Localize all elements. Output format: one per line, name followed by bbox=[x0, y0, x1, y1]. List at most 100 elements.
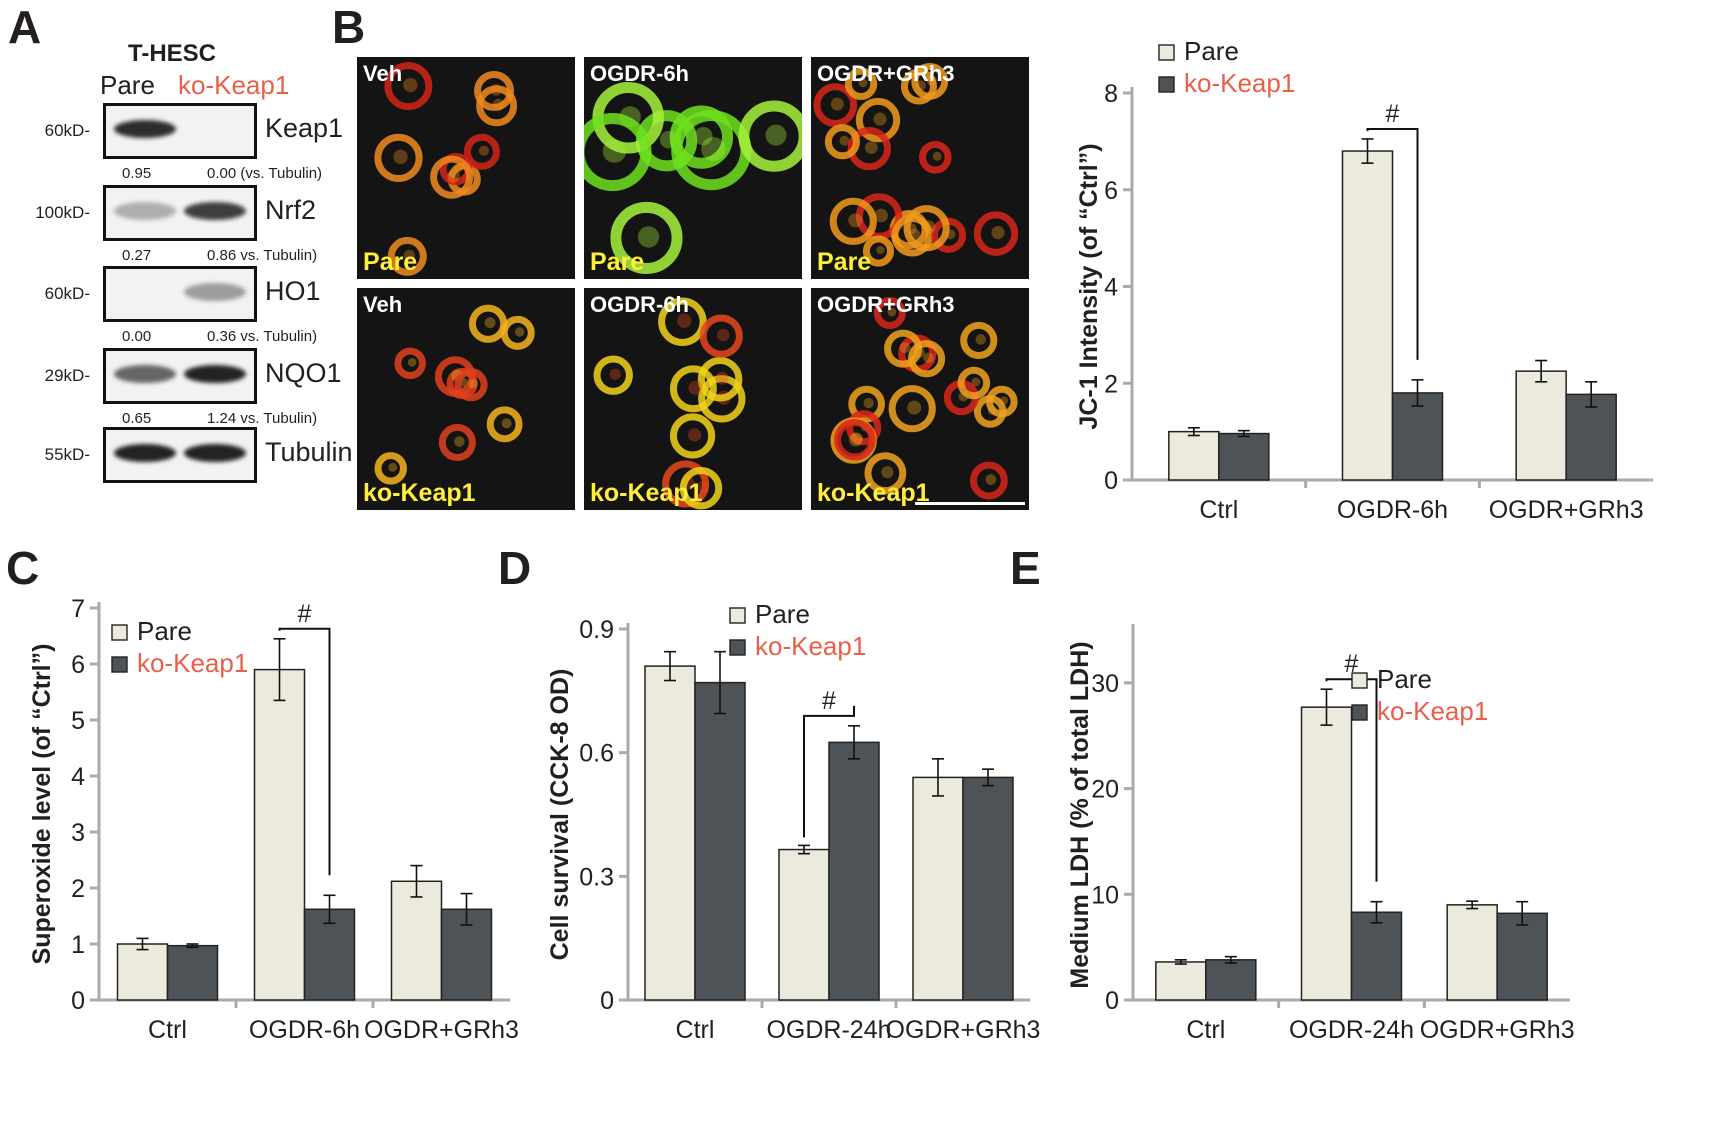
legend-label: ko-Keap1 bbox=[1184, 68, 1295, 98]
bar-ko-keap1 bbox=[166, 944, 219, 1001]
y-axis-label: Medium LDH (% of total LDH) bbox=[1066, 641, 1094, 988]
x-tick-label: Ctrl bbox=[1199, 496, 1238, 524]
micrograph-treatment-label: Veh bbox=[363, 292, 403, 317]
chart-b-jc1: 0 2 4 6 8 JC-1 Intensity (of “Ctrl”) Ctrl OGDR-… bbox=[1075, 36, 1653, 524]
bar-ko-keap1 bbox=[1205, 959, 1257, 1001]
scale-bar bbox=[915, 502, 1025, 505]
legend-swatch bbox=[1351, 704, 1368, 721]
micrograph-cell-label: Pare bbox=[817, 248, 872, 276]
significance-mark: # bbox=[1386, 100, 1400, 128]
x-tick-label: OGDR+GRh3 bbox=[1489, 496, 1644, 524]
legend-swatch bbox=[111, 656, 128, 673]
legend-label: ko-Keap1 bbox=[1377, 696, 1488, 726]
protein-label: Tubulin bbox=[265, 437, 353, 467]
y-tick-label: 0 bbox=[600, 987, 614, 1015]
chart-c-superoxide: 0 1 2 3 4 5 6 7 Superoxide level (of “Ctrl”) Ctrl… bbox=[28, 595, 519, 1044]
blot-strip bbox=[103, 103, 257, 159]
bar-pare bbox=[253, 668, 306, 1001]
quant-value-pare: 0.65 bbox=[122, 410, 152, 427]
y-tick-label: 10 bbox=[1091, 881, 1119, 909]
quant-value-ko: 0.00 (vs. Tubulin) bbox=[207, 165, 323, 182]
y-tick-label: 3 bbox=[71, 819, 85, 847]
x-tick-label: OGDR-6h bbox=[1337, 496, 1448, 524]
cell-stain-image bbox=[830, 296, 1018, 500]
bar-pare bbox=[778, 848, 830, 1001]
micrograph-treatment-label: OGDR+GRh3 bbox=[817, 61, 955, 86]
y-tick-label: 0.6 bbox=[579, 740, 614, 768]
legend-swatch bbox=[1351, 672, 1368, 689]
y-tick-label: 4 bbox=[71, 763, 85, 791]
legend-label: Pare bbox=[755, 599, 810, 629]
y-tick-label: 0 bbox=[71, 987, 85, 1015]
blot-strip bbox=[103, 185, 257, 241]
blot-strip bbox=[103, 427, 257, 483]
significance-mark: # bbox=[298, 600, 312, 628]
micrograph-cell-label: Pare bbox=[590, 248, 645, 276]
x-tick-label: OGDR+GRh3 bbox=[886, 1016, 1041, 1044]
x-tick-label: OGDR+GRh3 bbox=[1420, 1016, 1575, 1044]
quant-value-pare: 0.95 bbox=[122, 165, 152, 182]
micrograph-image: OGDR-6h ko-Keap1 bbox=[584, 288, 802, 510]
micrograph-treatment-label: Veh bbox=[363, 61, 403, 86]
panel-letter-a: A bbox=[8, 1, 42, 53]
legend-swatch bbox=[1158, 76, 1175, 93]
y-tick-label: 1 bbox=[71, 931, 85, 959]
bar-ko-keap1 bbox=[1350, 911, 1403, 1001]
blot-strip bbox=[103, 266, 257, 322]
y-tick-label: 0 bbox=[1104, 467, 1118, 495]
lane-label-pare: Pare bbox=[100, 70, 155, 100]
micrograph-image: OGDR+GRh3 ko-Keap1 bbox=[811, 288, 1029, 510]
quant-value-ko: 0.36 vs. Tubulin) bbox=[207, 328, 318, 345]
quant-value-pare: 0.00 bbox=[122, 328, 152, 345]
bar-pare bbox=[116, 943, 169, 1001]
micrograph-grid: Veh Pare OGDR-6h Pare OGDR+GRh3 Pare Veh ko-Kea… bbox=[357, 57, 1029, 510]
micrograph-cell-label: ko-Keap1 bbox=[363, 479, 476, 507]
bar-pare bbox=[1446, 904, 1498, 1001]
quant-value-ko: 1.24 vs. Tubulin) bbox=[207, 410, 318, 427]
blot-band bbox=[184, 365, 246, 383]
micrograph-image: Veh ko-Keap1 bbox=[357, 288, 575, 510]
legend-swatch bbox=[729, 607, 746, 624]
bar-pare bbox=[1515, 370, 1567, 481]
micrograph-image: OGDR+GRh3 Pare bbox=[811, 57, 1029, 279]
significance-mark: # bbox=[822, 687, 836, 715]
significance-bracket bbox=[1366, 127, 1419, 360]
bar-ko-keap1 bbox=[1496, 912, 1548, 1001]
significance-bracket bbox=[803, 705, 855, 838]
cell-line-label: T-HESC bbox=[128, 40, 217, 67]
y-tick-label: 5 bbox=[71, 707, 85, 735]
y-axis-label: Superoxide level (of “Ctrl”) bbox=[28, 644, 56, 965]
bar-pare bbox=[390, 880, 443, 1001]
lane-label-ko-keap1: ko-Keap1 bbox=[178, 70, 290, 100]
x-tick-label: OGDR-24h bbox=[1289, 1016, 1414, 1044]
blot-band bbox=[184, 444, 246, 462]
bar-ko-keap1 bbox=[962, 776, 1014, 1001]
micrograph-image: Veh Pare bbox=[357, 57, 575, 279]
blot-band bbox=[184, 283, 246, 301]
cell-stain-image bbox=[813, 62, 1019, 267]
micrograph-image: OGDR-6h Pare bbox=[584, 57, 802, 279]
bar-ko-keap1 bbox=[1565, 393, 1617, 481]
blot-band bbox=[114, 444, 176, 462]
blot-strip bbox=[103, 348, 257, 404]
micrograph-treatment-label: OGDR-6h bbox=[590, 61, 689, 86]
blot-band bbox=[114, 120, 176, 138]
panel-letter-e: E bbox=[1010, 542, 1041, 594]
x-tick-label: OGDR-24h bbox=[766, 1016, 891, 1044]
micrograph-treatment-label: OGDR+GRh3 bbox=[817, 292, 955, 317]
legend-label: ko-Keap1 bbox=[137, 648, 248, 678]
legend-label: Pare bbox=[137, 616, 192, 646]
legend-swatch bbox=[729, 639, 746, 656]
bar-ko-keap1 bbox=[828, 741, 880, 1001]
bar-pare bbox=[1300, 706, 1353, 1001]
cell-stain-image bbox=[593, 297, 746, 510]
protein-label: HO1 bbox=[265, 276, 321, 306]
y-axis-label: JC-1 Intensity (of “Ctrl”) bbox=[1075, 143, 1103, 429]
protein-label: Nrf2 bbox=[265, 195, 317, 225]
micrograph-cell-label: Pare bbox=[363, 248, 418, 276]
mw-marker: 60kD- bbox=[44, 284, 90, 303]
x-tick-label: Ctrl bbox=[676, 1016, 715, 1044]
bar-pare bbox=[1155, 961, 1207, 1001]
mw-marker: 29kD- bbox=[44, 366, 90, 385]
